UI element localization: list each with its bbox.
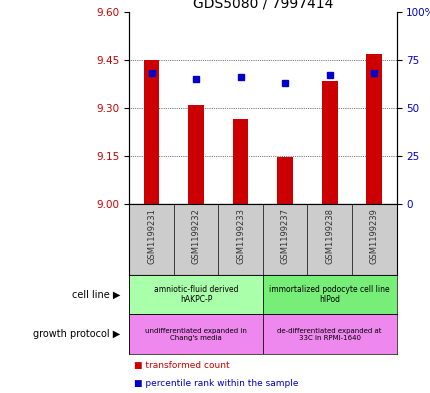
Text: amniotic-fluid derived
hAKPC-P: amniotic-fluid derived hAKPC-P [154,285,238,305]
Text: undifferentiated expanded in
Chang's media: undifferentiated expanded in Chang's med… [145,327,246,341]
Bar [232,119,248,204]
Text: GSM1199239: GSM1199239 [369,208,378,264]
Text: GSM1199233: GSM1199233 [236,208,245,264]
Text: growth protocol ▶: growth protocol ▶ [34,329,120,339]
Bar [262,275,396,314]
Text: GSM1199231: GSM1199231 [147,208,156,264]
Text: GSM1199232: GSM1199232 [191,208,200,264]
Bar [129,314,262,354]
Text: immortalized podocyte cell line
hIPod: immortalized podocyte cell line hIPod [269,285,389,305]
Text: GSM1199238: GSM1199238 [325,208,333,264]
Bar [144,60,159,204]
Bar [188,105,203,204]
Text: de-differentiated expanded at
33C in RPMI-1640: de-differentiated expanded at 33C in RPM… [277,327,381,341]
Bar [366,53,381,204]
Bar [262,314,396,354]
Bar [277,157,292,204]
Text: GSM1199237: GSM1199237 [280,208,289,264]
Bar [321,81,337,204]
Text: ■ percentile rank within the sample: ■ percentile rank within the sample [133,379,298,387]
Text: ■ transformed count: ■ transformed count [133,361,229,370]
Bar [129,275,262,314]
Text: cell line ▶: cell line ▶ [72,290,120,300]
Title: GDS5080 / 7997414: GDS5080 / 7997414 [192,0,332,11]
